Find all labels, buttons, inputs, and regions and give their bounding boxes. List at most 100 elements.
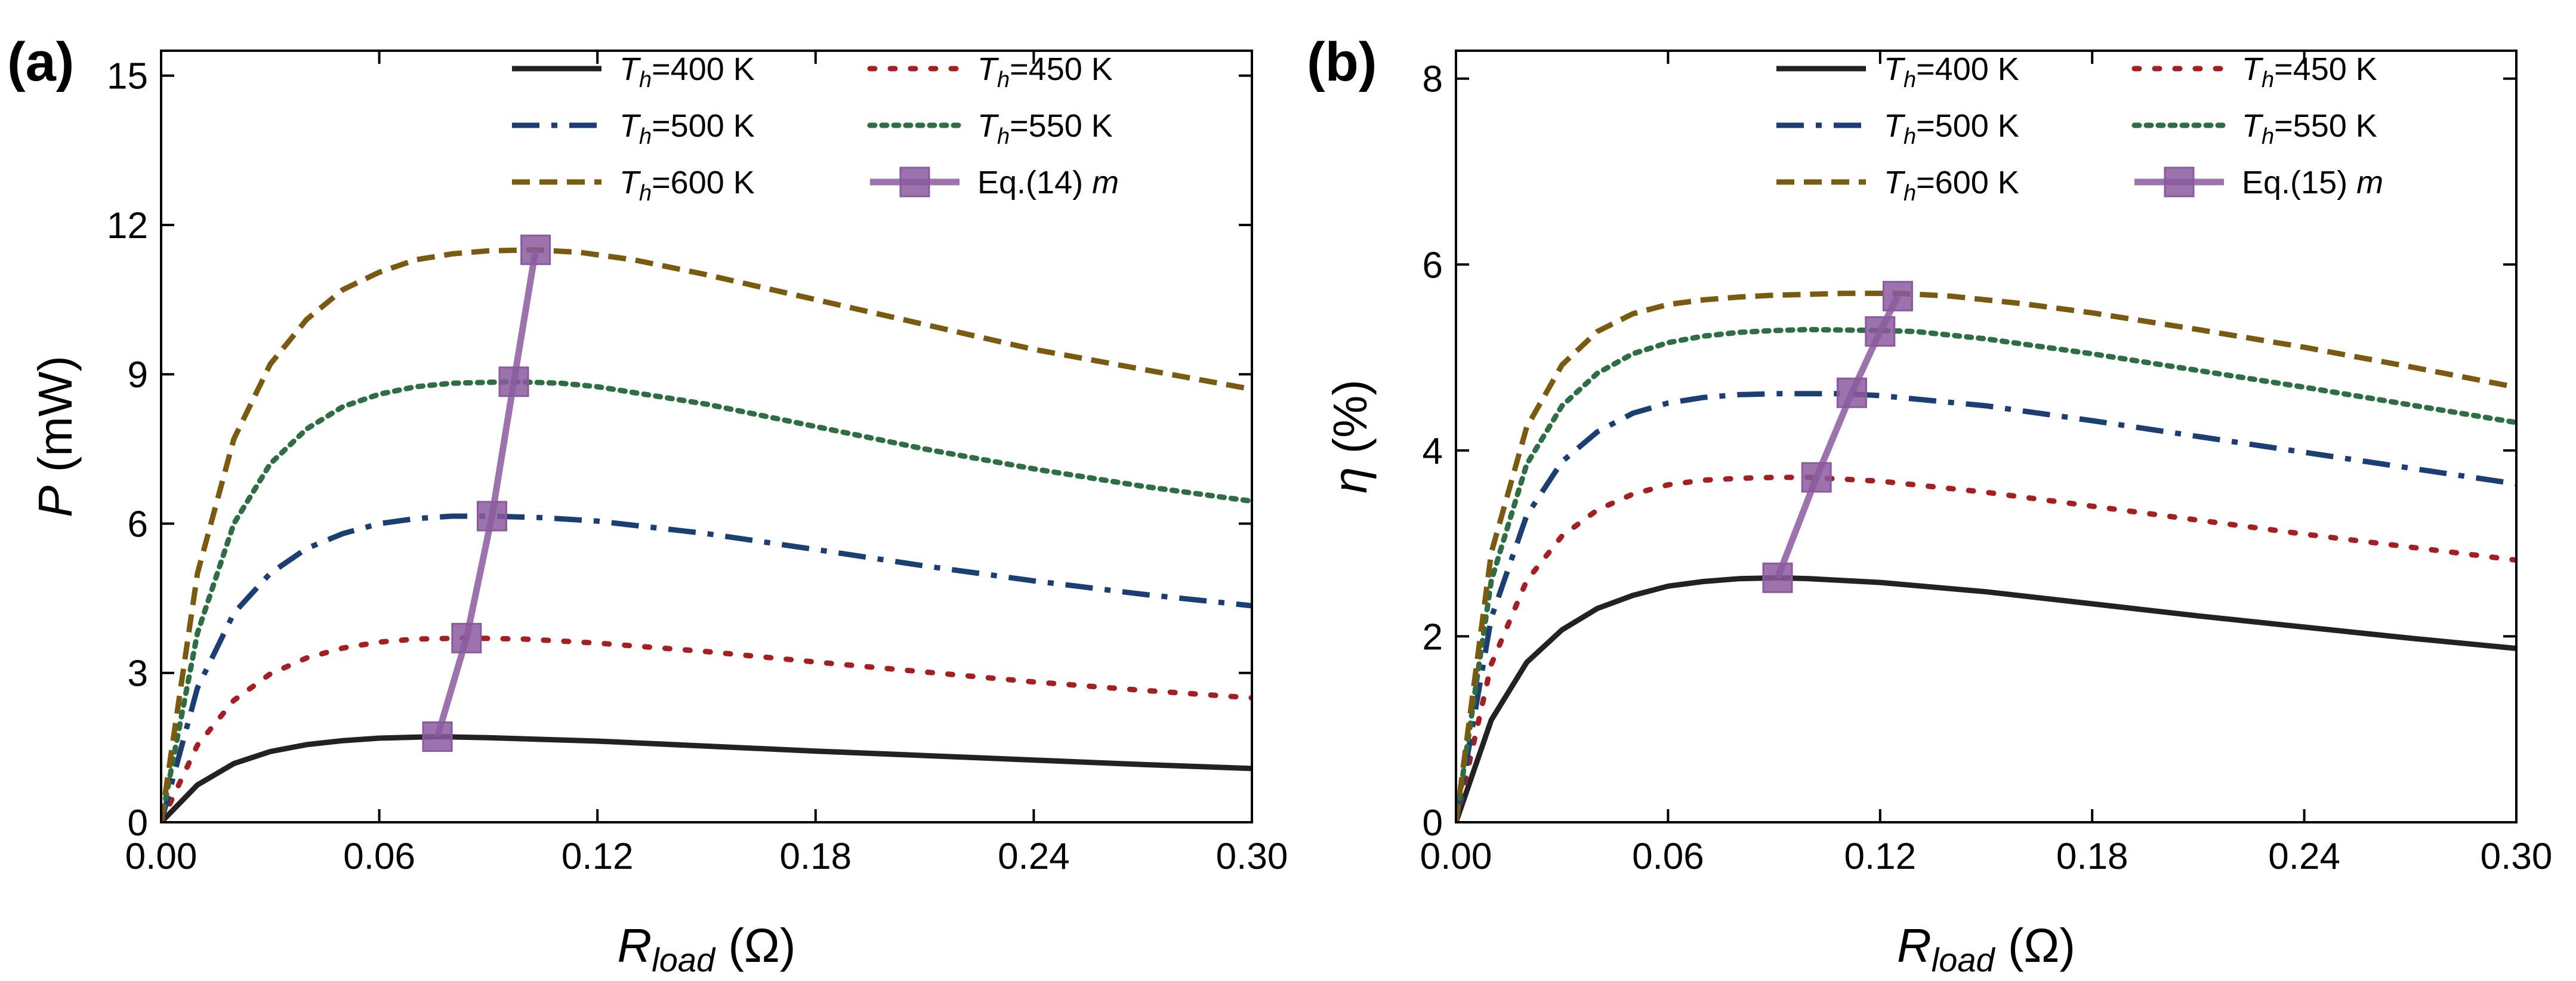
- series-line-1: [161, 734, 1252, 822]
- legend-item-6: Eq.(14) m: [870, 165, 1119, 200]
- y-tick-label: 4: [1423, 431, 1443, 472]
- x-tick-label: 0.00: [1420, 836, 1492, 877]
- legend-item-4: Th=550 K: [2131, 108, 2377, 149]
- legend-item-3: Th=500 K: [1776, 108, 2019, 149]
- plot-frame: [160, 50, 1253, 823]
- legend-item-1: Th=400 K: [512, 51, 755, 92]
- y-tick-label: 0: [128, 803, 148, 844]
- legend-label-sub: h: [1904, 181, 1916, 206]
- x-axis-title-space: [1995, 919, 2008, 972]
- legend-label-rest: =400 K: [1916, 51, 2019, 87]
- data-point-marker: [1836, 377, 1867, 408]
- series-line-4: [1456, 326, 2516, 822]
- legend-label-rest: =550 K: [1010, 108, 1113, 144]
- chart-panel-1: (a) 0.00 0.06 0.12 0.18 0.24 0.30 0 3 6 9 12 15 Rload…: [7, 32, 1288, 979]
- legend-label-rest: m: [1092, 165, 1119, 200]
- x-axis-title-unit: (Ω): [2008, 919, 2075, 972]
- y-axis-title-space: [1324, 454, 1377, 467]
- panel-label: (a): [7, 32, 74, 92]
- legend-label-rest: =600 K: [652, 165, 755, 200]
- x-axis-title-space: [715, 919, 728, 972]
- legend: Th=400 K Th=450 KTh=500 K Th=550 KTh=600 K…: [512, 51, 1119, 206]
- series-group: [1456, 291, 2516, 822]
- legend-label: Th=400 K: [619, 51, 755, 92]
- legend-item-6: Eq.(15) m: [2134, 165, 2383, 200]
- legend-item-5: Th=600 K: [512, 165, 755, 206]
- data-point-marker: [1762, 562, 1793, 593]
- y-tick-label: 6: [1423, 245, 1443, 286]
- legend-label-rest: =450 K: [1010, 51, 1113, 87]
- legend-label: Th=550 K: [977, 108, 1113, 149]
- y-tick-label: 3: [128, 653, 148, 695]
- x-axis-title: Rload (Ω): [1897, 919, 2075, 979]
- data-point-marker: [422, 721, 453, 752]
- series-line-5: [161, 247, 1252, 822]
- legend-label-sub: h: [1904, 67, 1916, 92]
- x-axis-title-sub: load: [652, 941, 716, 979]
- y-axis-title-unit: (mW): [29, 356, 82, 472]
- x-tick-label: 0.06: [343, 836, 415, 877]
- legend-label-sub: h: [639, 124, 652, 149]
- legend-label: Th=600 K: [1884, 165, 2019, 206]
- data-point-marker: [1865, 316, 1896, 347]
- series-line-3: [161, 513, 1252, 822]
- legend-label: Th=500 K: [1884, 108, 2019, 149]
- y-axis-title: P (mW): [29, 356, 82, 517]
- legend-marker: [2164, 166, 2195, 198]
- legend-label: Th=550 K: [2242, 108, 2377, 149]
- x-tick-label: 0.00: [125, 836, 198, 877]
- data-point-marker: [1801, 462, 1832, 493]
- x-axis-title-main: R: [618, 919, 652, 972]
- legend-label: Eq.(15) m: [2242, 165, 2383, 200]
- legend-label-rest: =550 K: [2274, 108, 2377, 144]
- legend-label-rest: =400 K: [652, 51, 755, 87]
- x-tick-label: 0.24: [2268, 836, 2340, 877]
- x-axis-title-sub: load: [1932, 941, 1996, 979]
- series-line-2: [161, 635, 1252, 822]
- data-point-marker: [476, 501, 507, 532]
- x-tick-label: 0.06: [1632, 836, 1704, 877]
- legend-item-4: Th=550 K: [867, 108, 1113, 149]
- series-line-4: [161, 379, 1252, 822]
- legend-label-rest: m: [2356, 165, 2383, 200]
- data-point-marker: [498, 366, 529, 397]
- legend-label-main: T: [977, 51, 999, 87]
- legend-label-main: T: [1884, 51, 1906, 87]
- series-line-6: [434, 249, 539, 738]
- y-tick-label: 6: [128, 504, 148, 545]
- legend-label-sub: h: [997, 67, 1010, 92]
- legend-label-rest: =450 K: [2274, 51, 2377, 87]
- x-axis-title-main: R: [1897, 919, 1932, 972]
- legend-item-2: Th=450 K: [2131, 51, 2377, 92]
- legend-label-rest: =600 K: [1916, 165, 2019, 200]
- legend-label-main: T: [2242, 108, 2264, 144]
- legend-item-3: Th=500 K: [512, 108, 755, 149]
- legend-label: Th=500 K: [619, 108, 755, 149]
- data-point-marker: [520, 235, 551, 266]
- series-line-2: [1456, 474, 2516, 822]
- legend-label-main: Eq.(14): [977, 165, 1092, 200]
- y-tick-label: 12: [107, 205, 148, 246]
- y-tick-label: 9: [128, 354, 148, 396]
- y-tick-label: 0: [1423, 803, 1443, 844]
- series-line-3: [1456, 391, 2516, 822]
- legend-label-main: T: [619, 108, 641, 144]
- legend-label-main: T: [619, 165, 641, 200]
- y-tick-label: 15: [107, 56, 148, 97]
- legend-label-main: T: [1884, 108, 1906, 144]
- y-axis-title-main: η: [1324, 467, 1377, 493]
- legend-label-rest: =500 K: [652, 108, 755, 144]
- legend-label-sub: h: [1904, 124, 1916, 149]
- x-tick-label: 0.12: [562, 836, 634, 877]
- data-point-marker: [451, 622, 482, 653]
- legend: Th=400 K Th=450 KTh=500 K Th=550 KTh=600 K…: [1776, 51, 2383, 206]
- legend-label-sub: h: [2262, 67, 2274, 92]
- legend-item-5: Th=600 K: [1776, 165, 2019, 206]
- series-line-1: [1456, 575, 2516, 822]
- legend-label-sub: h: [997, 124, 1010, 149]
- x-tick-label: 0.18: [2056, 836, 2128, 877]
- legend-label-main: T: [619, 51, 641, 87]
- legend-label-main: T: [1884, 165, 1906, 200]
- legend-label-sub: h: [2262, 124, 2274, 149]
